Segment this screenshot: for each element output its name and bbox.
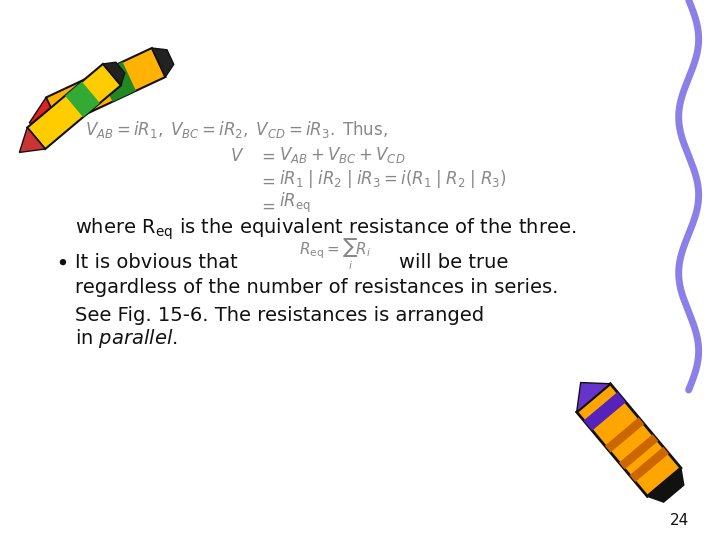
Text: $V$: $V$ bbox=[230, 148, 244, 165]
Polygon shape bbox=[647, 468, 684, 502]
Text: $=$: $=$ bbox=[258, 148, 275, 165]
Text: It is obvious that: It is obvious that bbox=[75, 253, 244, 272]
Polygon shape bbox=[577, 382, 611, 412]
Polygon shape bbox=[30, 98, 60, 126]
Polygon shape bbox=[577, 384, 681, 496]
Text: 24: 24 bbox=[670, 513, 688, 528]
Text: $V_{AB}+V_{BC}+V_{CD}$: $V_{AB}+V_{BC}+V_{CD}$ bbox=[279, 145, 406, 165]
Text: in $\mathit{parallel.}$: in $\mathit{parallel.}$ bbox=[75, 327, 178, 350]
Polygon shape bbox=[605, 417, 644, 453]
Polygon shape bbox=[619, 434, 658, 469]
Polygon shape bbox=[152, 48, 174, 77]
Text: $\bullet$: $\bullet$ bbox=[55, 252, 67, 272]
Polygon shape bbox=[19, 127, 45, 152]
Text: $=$: $=$ bbox=[258, 173, 275, 190]
Text: $iR_\mathrm{eq}$: $iR_\mathrm{eq}$ bbox=[279, 191, 311, 215]
Polygon shape bbox=[27, 64, 121, 149]
Text: $R_\mathrm{eq}=\sum_i R_i$: $R_\mathrm{eq}=\sum_i R_i$ bbox=[300, 238, 372, 272]
Text: See Fig. 15-6. The resistances is arranged: See Fig. 15-6. The resistances is arrang… bbox=[75, 306, 484, 325]
Text: $iR_1 \;|\; iR_2 \;|\; iR_3 = i(R_1 \;|\; R_2 \;|\; R_3)$: $iR_1 \;|\; iR_2 \;|\; iR_3 = i(R_1 \;|\… bbox=[279, 168, 507, 190]
Polygon shape bbox=[99, 62, 136, 102]
Text: $V_{AB} = iR_1,\; V_{BC} = iR_2,\; V_{CD} = iR_3.\; \mathrm{Thus,}$: $V_{AB} = iR_1,\; V_{BC} = iR_2,\; V_{CD… bbox=[85, 119, 388, 140]
Polygon shape bbox=[584, 392, 626, 430]
Text: regardless of the number of resistances in series.: regardless of the number of resistances … bbox=[75, 278, 558, 297]
Text: $=$: $=$ bbox=[258, 198, 275, 215]
Polygon shape bbox=[46, 48, 166, 126]
Polygon shape bbox=[103, 62, 125, 85]
Polygon shape bbox=[65, 82, 100, 117]
Text: will be true: will be true bbox=[399, 253, 508, 272]
Text: where $\mathregular{R}_\mathregular{eq}$ is the equivalent resistance of the thr: where $\mathregular{R}_\mathregular{eq}$… bbox=[75, 217, 576, 242]
Polygon shape bbox=[629, 447, 669, 482]
